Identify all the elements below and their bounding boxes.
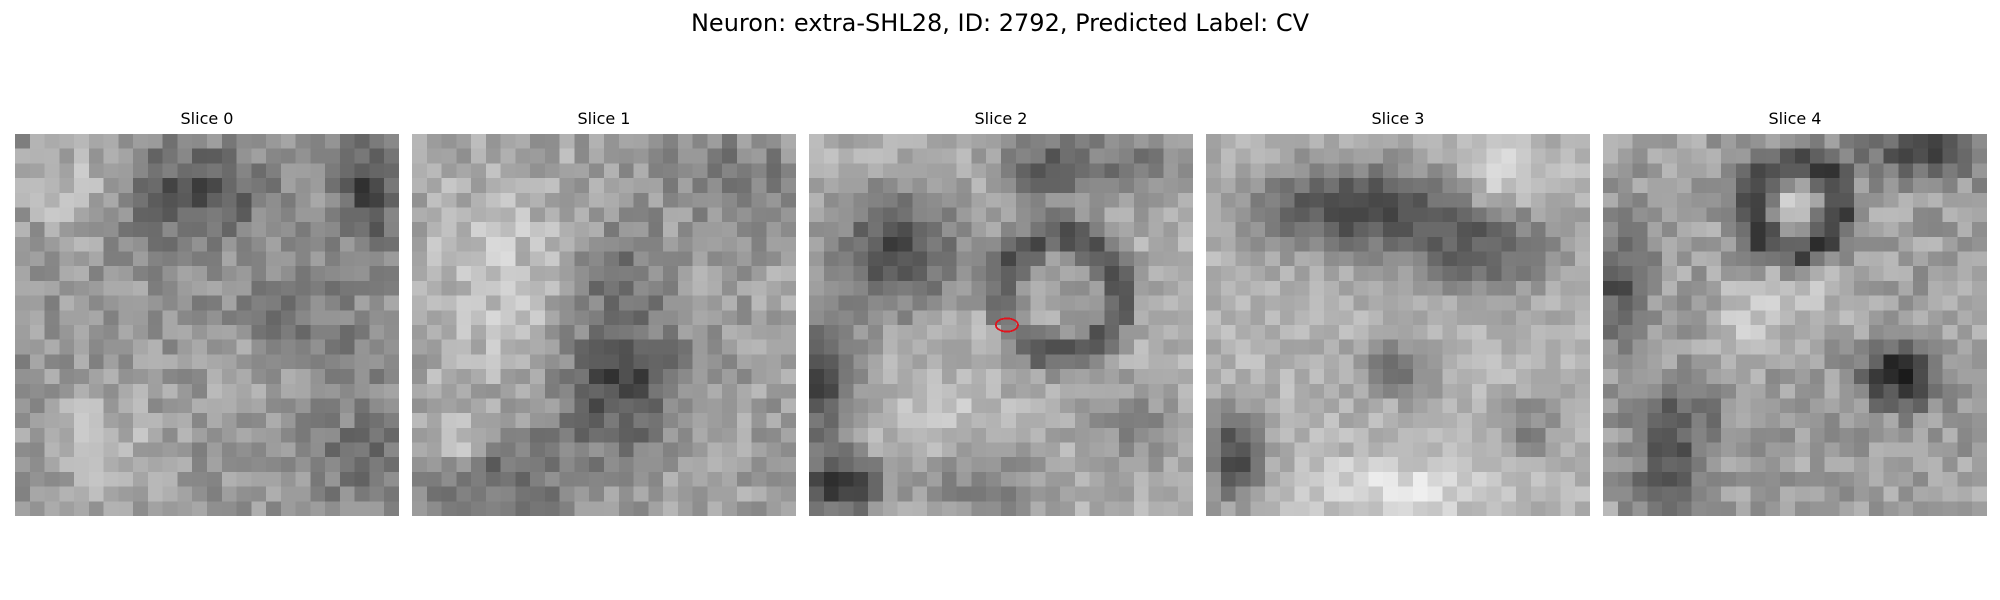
slice-title: Slice 2: [974, 109, 1028, 128]
slice-image: [412, 134, 796, 516]
slice-image: [15, 134, 399, 516]
slice-panel-1: Slice 1: [412, 106, 796, 516]
slice-image: [1603, 134, 1987, 516]
slice-title: Slice 1: [577, 109, 631, 128]
slice-panel-0: Slice 0: [15, 106, 399, 516]
location-marker: [994, 317, 1019, 333]
figure-title: Neuron: extra-SHL28, ID: 2792, Predicted…: [690, 9, 1310, 37]
slice-image: [1206, 134, 1590, 516]
slice-panel-4: Slice 4: [1603, 106, 1987, 516]
slice-title: Slice 3: [1371, 109, 1425, 128]
slice-panel-3: Slice 3: [1206, 106, 1590, 516]
slice-title: Slice 4: [1768, 109, 1822, 128]
slice-panel-2: Slice 2: [809, 106, 1193, 516]
slice-image: [809, 134, 1193, 516]
slice-title: Slice 0: [180, 109, 234, 128]
